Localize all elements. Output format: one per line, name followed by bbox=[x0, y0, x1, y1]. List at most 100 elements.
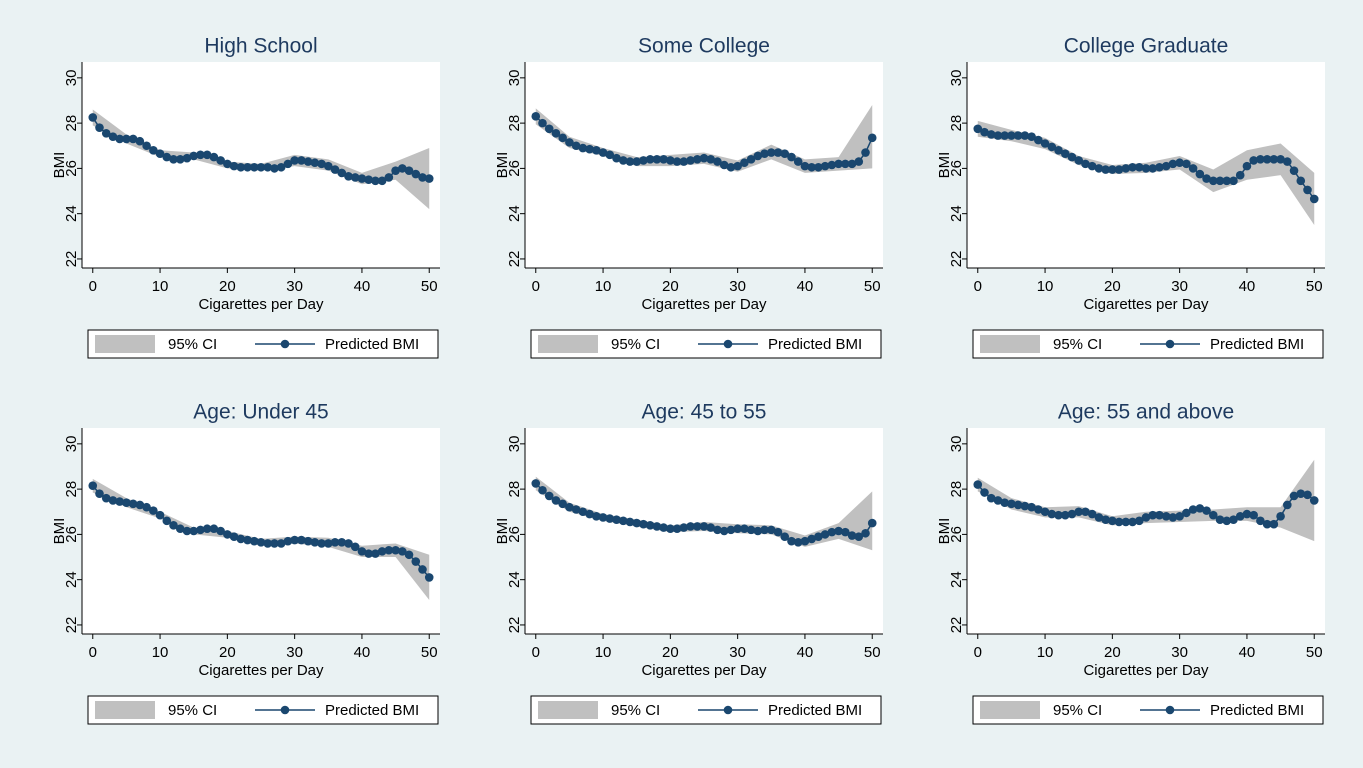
point bbox=[1027, 132, 1036, 142]
point bbox=[350, 173, 360, 182]
point bbox=[1229, 176, 1238, 186]
y-tick-label: 22 bbox=[63, 251, 80, 268]
point bbox=[1013, 500, 1023, 510]
point bbox=[571, 141, 581, 151]
point bbox=[1202, 174, 1211, 183]
point bbox=[1128, 162, 1137, 172]
point bbox=[1134, 516, 1144, 526]
point bbox=[719, 526, 729, 536]
point bbox=[1101, 515, 1110, 524]
point bbox=[1067, 152, 1077, 162]
x-tick-label: 20 bbox=[662, 278, 679, 295]
point bbox=[135, 500, 145, 510]
point bbox=[290, 156, 299, 165]
point bbox=[1148, 164, 1158, 173]
panel-title: High School bbox=[204, 35, 317, 58]
x-tick-label: 10 bbox=[595, 278, 612, 295]
point bbox=[820, 161, 830, 171]
point bbox=[787, 536, 796, 546]
point bbox=[787, 152, 796, 162]
y-axis-label: BMI bbox=[936, 518, 953, 545]
point bbox=[605, 150, 615, 160]
point bbox=[122, 498, 131, 508]
point bbox=[993, 496, 1003, 505]
point bbox=[1114, 517, 1124, 527]
y-tick-label: 22 bbox=[506, 617, 523, 634]
point bbox=[753, 526, 763, 536]
point bbox=[861, 528, 870, 538]
point bbox=[223, 530, 232, 539]
point bbox=[760, 149, 769, 158]
point bbox=[645, 521, 655, 530]
point bbox=[155, 510, 165, 520]
x-tick-label: 20 bbox=[1104, 278, 1121, 295]
x-tick-label: 30 bbox=[286, 278, 303, 295]
panel-title: Age: 45 to 55 bbox=[642, 401, 767, 424]
point bbox=[854, 157, 864, 166]
point bbox=[169, 155, 178, 164]
point bbox=[780, 532, 790, 541]
y-tick-label: 24 bbox=[506, 205, 523, 222]
point bbox=[1276, 155, 1285, 164]
point bbox=[666, 156, 675, 165]
legend: 95% CI Predicted BMI bbox=[87, 695, 439, 725]
point bbox=[1094, 513, 1104, 522]
point bbox=[418, 173, 427, 182]
point bbox=[746, 155, 756, 164]
point bbox=[182, 153, 192, 163]
point bbox=[726, 162, 736, 172]
point bbox=[115, 497, 124, 506]
point bbox=[101, 493, 111, 503]
point bbox=[1175, 158, 1184, 168]
point bbox=[202, 524, 212, 534]
point bbox=[256, 538, 266, 547]
legend: 95% CI Predicted BMI bbox=[530, 329, 882, 359]
legend-label: Predicted BMI bbox=[1210, 702, 1304, 719]
point bbox=[733, 161, 742, 171]
point bbox=[404, 550, 414, 560]
point bbox=[1175, 511, 1184, 521]
x-tick-label: 40 bbox=[354, 278, 371, 295]
point bbox=[1087, 509, 1097, 519]
point bbox=[1114, 165, 1124, 174]
point bbox=[592, 145, 601, 155]
point bbox=[175, 155, 185, 164]
point bbox=[149, 506, 158, 515]
point bbox=[1013, 131, 1023, 140]
x-tick-label: 40 bbox=[797, 278, 814, 295]
point bbox=[766, 148, 776, 157]
x-axis-label: Cigarettes per Day bbox=[641, 662, 767, 679]
point bbox=[538, 118, 547, 128]
point bbox=[706, 155, 716, 164]
point bbox=[1074, 507, 1084, 517]
x-tick-label: 40 bbox=[797, 644, 814, 661]
point bbox=[263, 539, 273, 548]
legend-dot bbox=[723, 339, 733, 349]
point bbox=[1128, 517, 1137, 527]
x-tick-label: 20 bbox=[219, 278, 236, 295]
point bbox=[1121, 164, 1131, 173]
y-tick-label: 24 bbox=[948, 571, 965, 588]
point bbox=[142, 502, 151, 512]
y-tick-label: 22 bbox=[948, 617, 965, 634]
point bbox=[216, 526, 225, 536]
point bbox=[162, 516, 172, 526]
point bbox=[706, 523, 716, 532]
point bbox=[1235, 511, 1245, 521]
point bbox=[672, 157, 682, 166]
legend-swatch bbox=[538, 701, 598, 719]
x-tick-label: 30 bbox=[286, 644, 303, 661]
point bbox=[692, 155, 702, 164]
point bbox=[1303, 490, 1312, 500]
point bbox=[196, 525, 205, 535]
point bbox=[229, 532, 239, 541]
panel: Age: Under 45 Cigarettes per Day BMI 22 24 26… bbox=[51, 401, 440, 725]
point bbox=[344, 172, 353, 181]
point bbox=[303, 157, 313, 166]
legend-label: 95% CI bbox=[1053, 702, 1102, 719]
point bbox=[585, 144, 594, 154]
point bbox=[182, 526, 192, 536]
point bbox=[1020, 501, 1030, 511]
point bbox=[713, 157, 722, 166]
y-tick-label: 30 bbox=[63, 436, 80, 453]
